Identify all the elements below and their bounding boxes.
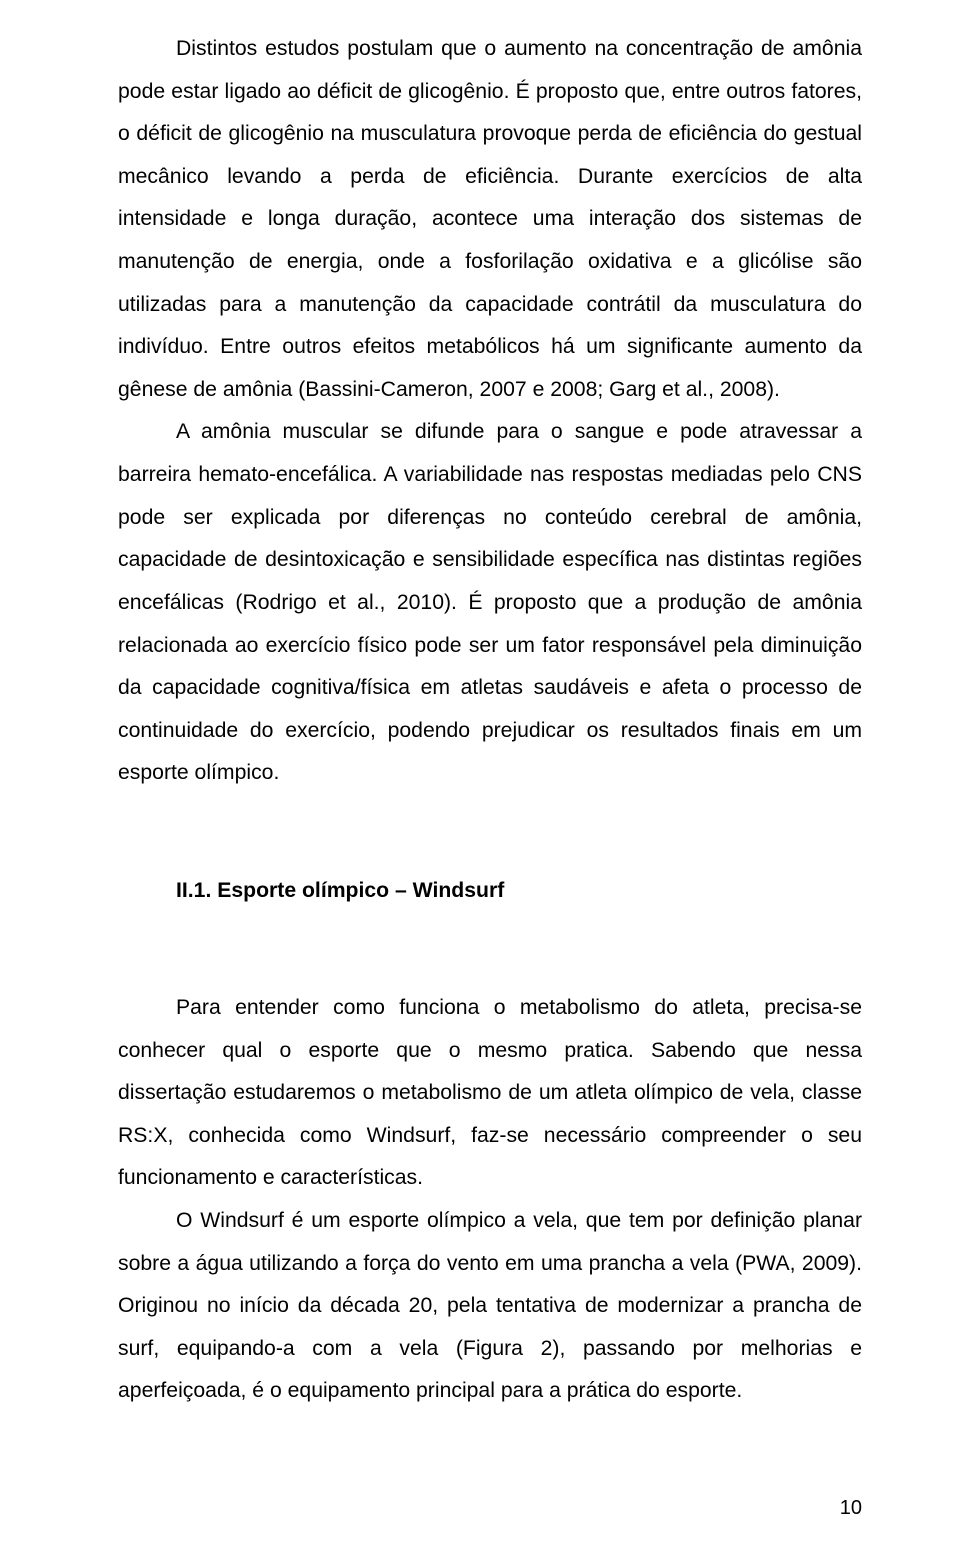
body-paragraph: O Windsurf é um esporte olímpico a vela,… — [118, 1200, 862, 1413]
body-paragraph: Para entender como funciona o metabolism… — [118, 987, 862, 1200]
body-paragraph: A amônia muscular se difunde para o sang… — [118, 411, 862, 794]
section-heading: II.1. Esporte olímpico – Windsurf — [176, 879, 862, 903]
page-number: 10 — [840, 1497, 862, 1520]
body-paragraph: Distintos estudos postulam que o aumento… — [118, 28, 862, 411]
document-page: Distintos estudos postulam que o aumento… — [0, 0, 960, 1560]
